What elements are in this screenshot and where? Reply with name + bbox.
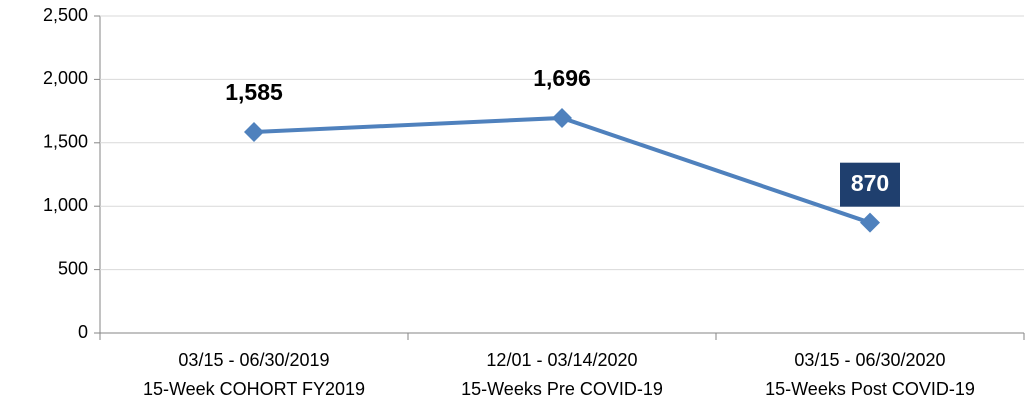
x-tick-label: 15-Weeks Pre COVID-19	[461, 379, 663, 399]
x-tick-label: 15-Weeks Post COVID-19	[765, 379, 975, 399]
x-tick-label: 12/01 - 03/14/2020	[486, 350, 637, 370]
x-tick-label: 03/15 - 06/30/2020	[794, 350, 945, 370]
marker	[244, 122, 264, 143]
x-tick-label: 15-Week COHORT FY2019	[143, 379, 365, 399]
y-tick-label: 500	[58, 258, 88, 278]
y-tick-label: 1,000	[43, 195, 88, 215]
marker	[860, 212, 880, 233]
y-tick-label: 1,500	[43, 132, 88, 152]
line	[253, 115, 871, 225]
value-label-box	[840, 162, 900, 207]
value-label: 1,585	[225, 79, 283, 105]
y-tick-label: 0	[78, 322, 88, 342]
x-tick-label: 03/15 - 06/30/2019	[178, 350, 329, 370]
marker	[552, 107, 572, 128]
value-label: 1,696	[533, 65, 591, 91]
value-label: 870	[851, 170, 889, 196]
y-tick-label: 2,500	[43, 5, 88, 25]
y-tick-label: 2,000	[43, 68, 88, 88]
